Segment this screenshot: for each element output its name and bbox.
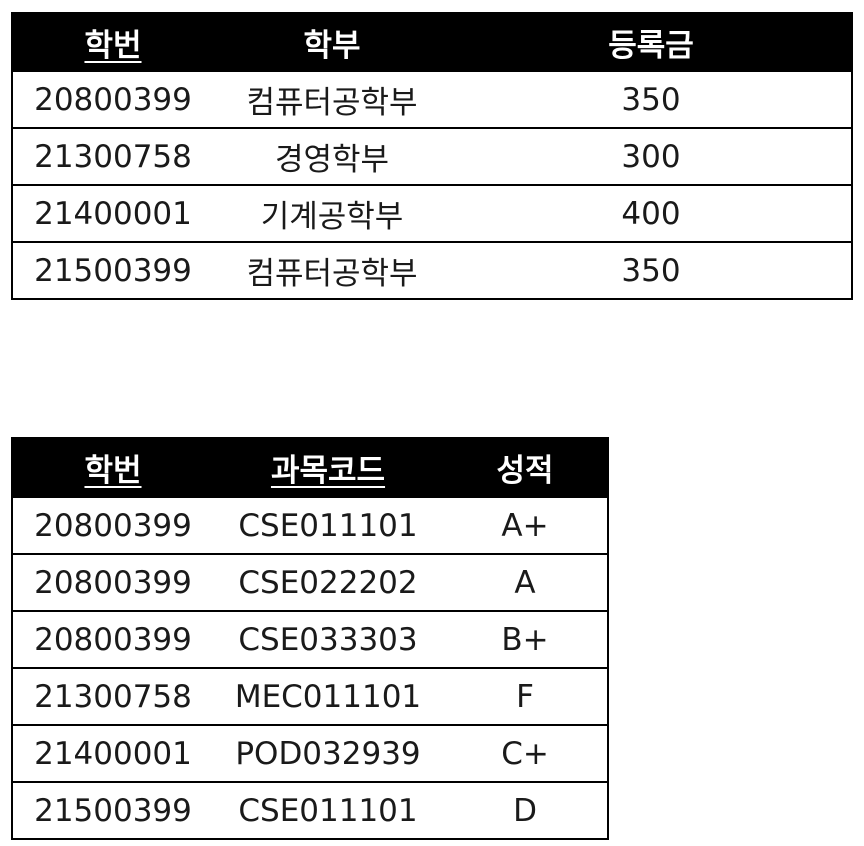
table-row: 21500399 컴퓨터공학부 350	[12, 241, 852, 299]
header-row: 학번 학부 등록금	[12, 13, 852, 71]
grades-table-header: 학번 과목코드 성적	[12, 438, 608, 497]
cell-grade: F	[443, 667, 608, 725]
cell-course-code: MEC011101	[213, 667, 443, 725]
cell-course-code: CSE022202	[213, 553, 443, 611]
cell-student-id: 20800399	[12, 70, 213, 128]
header-department: 학부	[213, 13, 451, 71]
table-row: 21500399 CSE011101 D	[12, 781, 608, 839]
table-row: 21400001 기계공학부 400	[12, 184, 852, 242]
cell-department: 경영학부	[213, 127, 451, 185]
table-row: 21400001 POD032939 C+	[12, 724, 608, 782]
cell-student-id: 21400001	[12, 724, 213, 782]
header-student-id: 학번	[12, 13, 213, 71]
students-table-body: 20800399 컴퓨터공학부 350 21300758 경영학부 300 21…	[12, 70, 852, 299]
cell-student-id: 21300758	[12, 127, 213, 185]
cell-student-id: 20800399	[12, 553, 213, 611]
cell-department: 기계공학부	[213, 184, 451, 242]
cell-department: 컴퓨터공학부	[213, 241, 451, 299]
cell-grade: C+	[443, 724, 608, 782]
table-row: 20800399 컴퓨터공학부 350	[12, 70, 852, 128]
table-row: 21300758 MEC011101 F	[12, 667, 608, 725]
students-table-header: 학번 학부 등록금	[12, 13, 852, 71]
cell-grade: A+	[443, 496, 608, 554]
cell-student-id: 21300758	[12, 667, 213, 725]
header-row: 학번 과목코드 성적	[12, 438, 608, 497]
cell-student-id: 20800399	[12, 610, 213, 668]
cell-course-code: CSE033303	[213, 610, 443, 668]
header-course-code: 과목코드	[213, 438, 443, 497]
cell-department: 컴퓨터공학부	[213, 70, 451, 128]
grades-table-body: 20800399 CSE011101 A+ 20800399 CSE022202…	[12, 496, 608, 839]
cell-student-id: 21500399	[12, 241, 213, 299]
cell-course-code: CSE011101	[213, 496, 443, 554]
students-table: 학번 학부 등록금 20800399 컴퓨터공학부 350 21300758 경…	[11, 12, 853, 300]
cell-course-code: CSE011101	[213, 781, 443, 839]
table-row: 20800399 CSE022202 A	[12, 553, 608, 611]
cell-tuition: 400	[451, 184, 852, 242]
header-grade: 성적	[443, 438, 608, 497]
cell-student-id: 20800399	[12, 496, 213, 554]
cell-tuition: 350	[451, 241, 852, 299]
header-student-id: 학번	[12, 438, 213, 497]
cell-tuition: 300	[451, 127, 852, 185]
table-row: 20800399 CSE011101 A+	[12, 496, 608, 554]
header-tuition: 등록금	[451, 13, 852, 71]
cell-grade: B+	[443, 610, 608, 668]
cell-grade: A	[443, 553, 608, 611]
cell-grade: D	[443, 781, 608, 839]
cell-student-id: 21500399	[12, 781, 213, 839]
cell-tuition: 350	[451, 70, 852, 128]
table-row: 20800399 CSE033303 B+	[12, 610, 608, 668]
cell-course-code: POD032939	[213, 724, 443, 782]
cell-student-id: 21400001	[12, 184, 213, 242]
table-row: 21300758 경영학부 300	[12, 127, 852, 185]
grades-table: 학번 과목코드 성적 20800399 CSE011101 A+ 2080039…	[11, 437, 609, 840]
